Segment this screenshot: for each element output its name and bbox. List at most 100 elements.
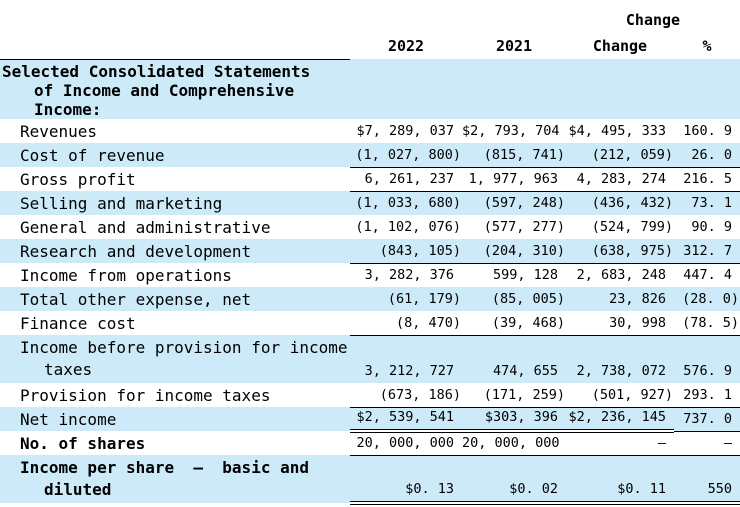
cell-change: $4, 495, 333 — [568, 123, 666, 139]
cell-change: 2, 738, 072 — [576, 363, 666, 379]
row-general-admin: General and administrative (1, 102, 076)… — [0, 215, 740, 239]
row-label: No. of shares — [20, 434, 146, 453]
row-research-development: Research and development (843, 105) (204… — [0, 239, 740, 263]
header-col-2021: 2021 — [495, 37, 533, 55]
cell-change-pct: 160. 9 — [683, 123, 732, 139]
cell-2022: (1, 027, 800) — [355, 146, 461, 163]
cell-change-pct: 737. 0 — [674, 407, 740, 432]
header-row: 2022 2021 Change % — [0, 33, 740, 60]
row-no-of-shares: No. of shares 20, 000, 000 20, 000, 000 … — [0, 431, 740, 456]
row-label: Selling and marketing — [20, 194, 223, 213]
row-label: Finance cost — [20, 314, 136, 333]
header-col-2022: 2022 — [387, 37, 425, 55]
cell-change: (436, 432) — [591, 195, 673, 211]
row-cost-of-revenue: Cost of revenue (1, 027, 800) (815, 741)… — [0, 143, 740, 167]
row-label: Cost of revenue — [20, 146, 165, 165]
cell-2022: 6, 261, 237 — [350, 166, 462, 192]
header-spacer — [0, 0, 350, 33]
cell-change-pct: (28. 0) — [682, 291, 739, 307]
cell-change-pct: 73. 1 — [691, 195, 732, 211]
cell-2022: (1, 102, 076) — [355, 219, 461, 235]
cell-change: 30, 998 — [566, 311, 674, 336]
cell-2022: (673, 186) — [350, 383, 462, 408]
cell-2021: 599, 128 — [462, 262, 566, 287]
cell-change: 4, 283, 274 — [566, 166, 674, 192]
header-change-group: Change — [625, 11, 681, 29]
cell-2021: (171, 259) — [462, 383, 566, 408]
row-gross-profit: Gross profit 6, 261, 237 1, 977, 963 4, … — [0, 166, 740, 192]
cell-change-pct: 576. 9 — [683, 363, 732, 379]
cell-change: (638, 975) — [591, 242, 673, 259]
cell-2021: $0. 02 — [462, 455, 566, 505]
cell-change: 23, 826 — [609, 291, 666, 307]
cell-change: (524, 799) — [591, 219, 673, 235]
row-income-before-taxes: Income before provision for income taxes… — [0, 335, 740, 383]
row-label: Income before provision for income taxes — [20, 338, 348, 379]
row-provision-income-taxes: Provision for income taxes (673, 186) (1… — [0, 383, 740, 408]
cell-change-pct: 90. 9 — [691, 219, 732, 235]
header-label-underline — [0, 33, 350, 60]
row-selling-marketing: Selling and marketing (1, 033, 680) (597… — [0, 191, 740, 215]
row-label: Net income — [20, 410, 117, 429]
header-spacer — [462, 0, 566, 33]
row-label: Selected Consolidated Statements of Inco… — [2, 61, 311, 119]
cell-change-pct: — — [674, 431, 740, 456]
row-total-other-expense: Total other expense, net (61, 179) (85, … — [0, 287, 740, 311]
row-income-from-operations: Income from operations 3, 282, 376 599, … — [0, 262, 740, 287]
cell-2021: (577, 277) — [483, 219, 565, 235]
cell-2022: (1, 033, 680) — [355, 195, 461, 211]
row-label: Gross profit — [20, 170, 136, 189]
cell-change-pct: 216. 5 — [674, 166, 740, 192]
header-spacer — [350, 0, 462, 33]
cell-2022 — [350, 59, 462, 119]
cell-2022: $7, 289, 037 — [356, 123, 454, 139]
row-finance-cost: Finance cost (8, 470) (39, 468) 30, 998 … — [0, 311, 740, 336]
cell-change-pct: 447. 4 — [674, 262, 740, 287]
cell-2022: (61, 179) — [387, 291, 461, 307]
cell-2022: $0. 13 — [350, 455, 462, 505]
row-section-header: Selected Consolidated Statements of Inco… — [0, 59, 740, 119]
row-label: Research and development — [20, 242, 252, 261]
cell-2022: 20, 000, 000 — [350, 431, 462, 456]
cell-change-pct: 26. 0 — [691, 146, 732, 163]
cell-2021: 1, 977, 963 — [462, 166, 566, 192]
cell-change — [566, 59, 674, 119]
cell-2021: $303, 396 — [462, 407, 566, 433]
cell-2021: (597, 248) — [483, 195, 565, 211]
cell-change-pct — [674, 59, 740, 119]
cell-change-pct: (78. 5) — [674, 311, 740, 336]
cell-2021: 474, 655 — [492, 363, 558, 379]
header-col-change: Change — [592, 37, 648, 55]
cell-2021 — [462, 59, 566, 119]
cell-change: $0. 11 — [566, 455, 674, 505]
row-label: Provision for income taxes — [20, 386, 271, 405]
header-col-change-pct: % — [702, 37, 712, 55]
cell-2021: (204, 310) — [483, 242, 565, 259]
row-label: Income from operations — [20, 266, 232, 285]
row-net-income: Net income $2, 539, 541 $303, 396 $2, 23… — [0, 407, 740, 433]
cell-change: — — [566, 431, 674, 456]
cell-2021: $2, 793, 704 — [462, 123, 560, 139]
cell-change: (501, 927) — [566, 383, 674, 408]
cell-2021: 20, 000, 000 — [462, 431, 566, 456]
row-label: Total other expense, net — [20, 290, 252, 309]
cell-change: (212, 059) — [591, 146, 673, 163]
cell-2021: (39, 468) — [462, 311, 566, 336]
cell-2021: (815, 741) — [483, 146, 565, 163]
cell-change-pct: 550 — [674, 455, 740, 505]
cell-2021: (85, 005) — [491, 291, 565, 307]
row-label: General and administrative — [20, 218, 271, 237]
row-revenues: Revenues $7, 289, 037 $2, 793, 704 $4, 4… — [0, 119, 740, 143]
row-income-per-share: Income per share – basic and diluted $0.… — [0, 455, 740, 505]
cell-change: $2, 236, 145 — [566, 407, 674, 433]
cell-2022: 3, 282, 376 — [350, 262, 462, 287]
header-row-top: Change — [0, 0, 740, 33]
cell-2022: $2, 539, 541 — [350, 407, 462, 433]
cell-change-pct: 293. 1 — [674, 383, 740, 408]
cell-change-pct: 312. 7 — [683, 242, 732, 259]
cell-change: 2, 683, 248 — [566, 262, 674, 287]
cell-2022: (8, 470) — [350, 311, 462, 336]
cell-2022: 3, 212, 727 — [364, 363, 454, 379]
row-label: Revenues — [20, 122, 98, 141]
